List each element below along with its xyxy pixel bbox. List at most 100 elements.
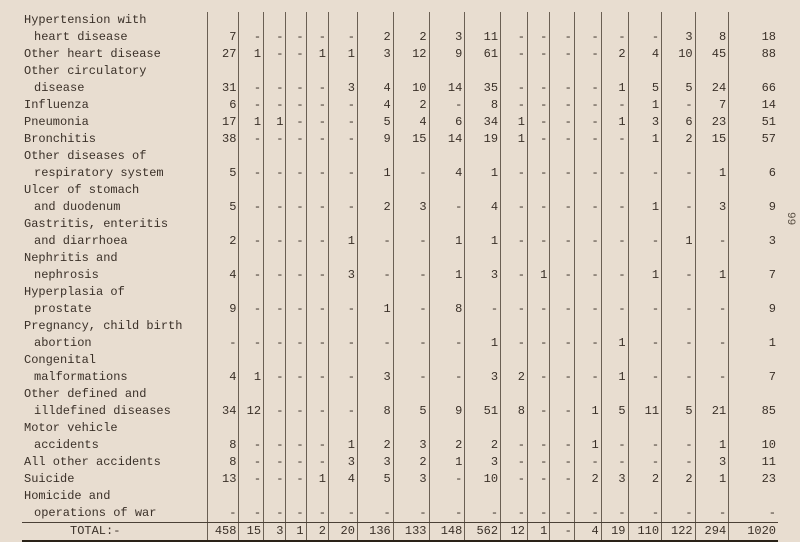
data-cell bbox=[393, 12, 429, 29]
data-cell: 1 bbox=[328, 233, 357, 250]
data-cell bbox=[393, 318, 429, 335]
data-cell bbox=[601, 182, 628, 199]
row-label: All other accidents bbox=[22, 454, 208, 471]
data-cell bbox=[729, 420, 778, 437]
row-label: Nephritis and bbox=[22, 250, 208, 267]
table-row: Congenital bbox=[22, 352, 778, 369]
data-cell: 9 bbox=[729, 199, 778, 216]
data-cell bbox=[286, 12, 306, 29]
table-row: heart disease7-----22311------3818 bbox=[22, 29, 778, 46]
data-cell: 5 bbox=[357, 471, 393, 488]
data-cell: - bbox=[501, 233, 528, 250]
data-cell bbox=[465, 250, 501, 267]
data-cell: 12 bbox=[239, 403, 264, 420]
data-cell: 1 bbox=[501, 131, 528, 148]
row-label: prostate bbox=[22, 301, 208, 318]
data-cell: - bbox=[306, 454, 328, 471]
data-cell bbox=[527, 216, 549, 233]
data-cell: - bbox=[239, 267, 264, 284]
data-cell: 11 bbox=[628, 403, 662, 420]
data-cell bbox=[328, 318, 357, 335]
data-cell bbox=[695, 182, 729, 199]
data-cell: 1 bbox=[695, 471, 729, 488]
data-cell bbox=[239, 250, 264, 267]
data-cell: 3 bbox=[328, 80, 357, 97]
data-cell: 2 bbox=[357, 437, 393, 454]
row-label: Other heart disease bbox=[22, 46, 208, 63]
data-cell bbox=[729, 352, 778, 369]
data-cell: 9 bbox=[729, 301, 778, 318]
data-cell bbox=[264, 488, 286, 505]
table-row: Ulcer of stomach bbox=[22, 182, 778, 199]
data-cell: - bbox=[601, 454, 628, 471]
data-cell: - bbox=[306, 335, 328, 352]
data-cell bbox=[628, 318, 662, 335]
data-cell: 1 bbox=[695, 437, 729, 454]
data-cell bbox=[729, 386, 778, 403]
data-cell: - bbox=[501, 165, 528, 182]
data-cell: - bbox=[306, 233, 328, 250]
data-cell: - bbox=[662, 369, 696, 386]
data-cell bbox=[601, 488, 628, 505]
total-cell: 19 bbox=[601, 523, 628, 540]
row-label: Bronchitis bbox=[22, 131, 208, 148]
data-cell: 4 bbox=[208, 369, 239, 386]
data-cell bbox=[527, 250, 549, 267]
total-cell: 2 bbox=[306, 523, 328, 540]
data-cell bbox=[393, 216, 429, 233]
total-cell: 12 bbox=[501, 523, 528, 540]
data-cell: - bbox=[306, 29, 328, 46]
data-cell: 66 bbox=[729, 80, 778, 97]
data-cell bbox=[306, 352, 328, 369]
data-cell: 1 bbox=[628, 199, 662, 216]
data-cell: - bbox=[628, 301, 662, 318]
data-cell: - bbox=[239, 437, 264, 454]
data-cell: 2 bbox=[393, 454, 429, 471]
data-cell: - bbox=[328, 335, 357, 352]
data-cell bbox=[357, 12, 393, 29]
data-cell: - bbox=[527, 97, 549, 114]
data-cell: - bbox=[393, 267, 429, 284]
data-cell bbox=[429, 148, 465, 165]
data-cell: 3 bbox=[393, 199, 429, 216]
mortality-table: Hypertension withheart disease7-----2231… bbox=[22, 12, 778, 522]
data-cell: 5 bbox=[393, 403, 429, 420]
data-cell: - bbox=[574, 301, 601, 318]
page-number-side: 99 bbox=[784, 212, 796, 225]
data-cell bbox=[550, 284, 575, 301]
data-cell: 1 bbox=[239, 369, 264, 386]
data-cell: - bbox=[550, 46, 575, 63]
data-cell: - bbox=[550, 403, 575, 420]
data-cell bbox=[465, 488, 501, 505]
data-cell bbox=[527, 182, 549, 199]
data-cell: - bbox=[729, 505, 778, 522]
data-cell bbox=[628, 488, 662, 505]
data-cell: - bbox=[328, 403, 357, 420]
data-cell bbox=[208, 284, 239, 301]
data-cell: 3 bbox=[393, 437, 429, 454]
table-row: Other heart disease271--11312961----2410… bbox=[22, 46, 778, 63]
total-cell: 1 bbox=[286, 523, 306, 540]
data-cell bbox=[208, 12, 239, 29]
data-cell: - bbox=[239, 335, 264, 352]
row-label: Pneumonia bbox=[22, 114, 208, 131]
total-cell: 3 bbox=[264, 523, 286, 540]
data-cell: 5 bbox=[662, 80, 696, 97]
total-cell: 20 bbox=[328, 523, 357, 540]
data-cell bbox=[729, 216, 778, 233]
data-cell: 3 bbox=[695, 199, 729, 216]
data-cell: - bbox=[550, 267, 575, 284]
data-cell bbox=[208, 182, 239, 199]
table-row: All other accidents8----33213-------311 bbox=[22, 454, 778, 471]
data-cell: 1 bbox=[357, 301, 393, 318]
data-cell bbox=[527, 284, 549, 301]
data-cell: 4 bbox=[429, 165, 465, 182]
data-cell: - bbox=[357, 267, 393, 284]
data-cell: - bbox=[328, 97, 357, 114]
table-row: Pregnancy, child birth bbox=[22, 318, 778, 335]
data-cell bbox=[357, 250, 393, 267]
data-cell: 4 bbox=[208, 267, 239, 284]
total-label: TOTAL:- bbox=[22, 523, 208, 540]
data-cell bbox=[306, 216, 328, 233]
data-cell bbox=[550, 352, 575, 369]
